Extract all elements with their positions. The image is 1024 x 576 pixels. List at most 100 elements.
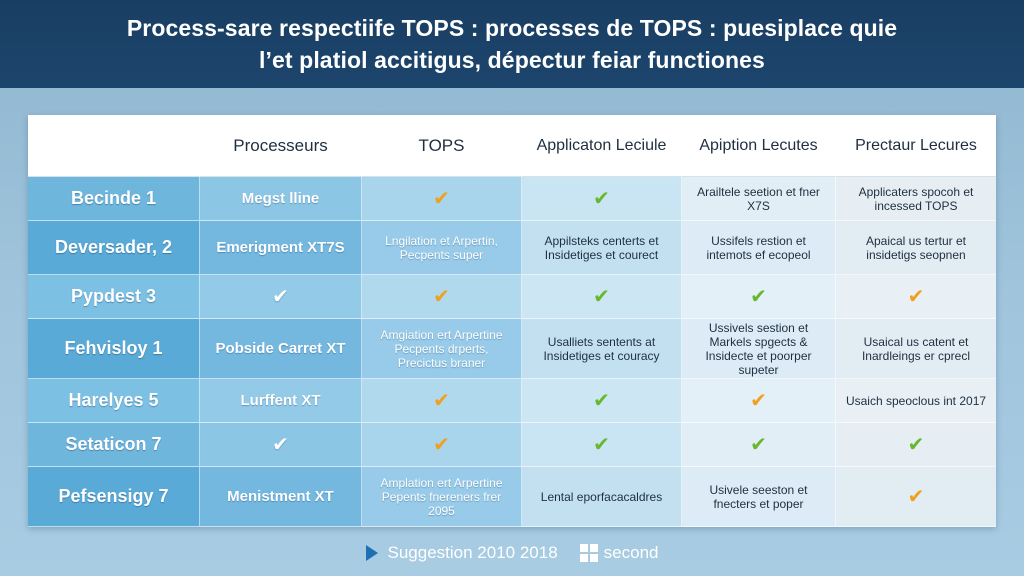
cell-text: Lngilation et Arpertin, Pecpents super xyxy=(385,233,498,262)
table-cell: Megst lline xyxy=(200,177,362,221)
table-cell: Lngilation et Arpertin, Pecpents super xyxy=(362,221,522,275)
cell-text: Applicaters spocoh et incessed TOPS xyxy=(858,184,974,213)
table-cell: ✔ xyxy=(522,177,682,221)
title-line-1: Process-sare respectiife TOPS : processe… xyxy=(126,15,898,41)
table-cell: Applicaters spocoh et incessed TOPS xyxy=(836,177,996,221)
check-white-icon: ✔ xyxy=(272,433,289,456)
table-cell: ✔ xyxy=(522,379,682,423)
row-label: Becinde 1 xyxy=(28,177,200,221)
footer-right-text: second xyxy=(603,543,659,562)
row-label: Harelyes 5 xyxy=(28,379,200,423)
table-row: Pefsensigy 7 Menistment XT Amplation ert A… xyxy=(28,467,996,527)
table-cell: Menistment XT xyxy=(200,467,362,527)
table-cell: ✔ xyxy=(682,379,836,423)
table-cell: ✔ xyxy=(362,423,522,467)
check-green-icon: ✔ xyxy=(593,433,610,456)
table-cell: Usaical us catent et Inardleings er cpre… xyxy=(836,319,996,379)
table-cell: Amgiation ert Arpertine Pecpents drperts… xyxy=(362,319,522,379)
check-green-icon: ✔ xyxy=(593,285,610,308)
table-cell: ✔ xyxy=(522,423,682,467)
table-row: Pypdest 3 ✔ ✔ ✔ ✔ ✔ xyxy=(28,275,996,319)
table-cell: Usaich speoclous int 2017 xyxy=(836,379,996,423)
windows-logo-icon xyxy=(579,544,598,562)
table-row: Harelyes 5 Lurffent XT ✔ ✔ ✔ Usaich speoclous… xyxy=(28,379,996,423)
row-label: Pefsensigy 7 xyxy=(28,467,200,527)
cell-text: Usalliets sentents at Insidetiges et cou… xyxy=(543,334,660,363)
header-cell-application: Applicaton Leciule xyxy=(522,115,682,177)
table-header-row: Processeurs TOPS Applicaton Leciule Apip… xyxy=(28,115,996,177)
table-cell: Lurffent XT xyxy=(200,379,362,423)
table-cell: ✔ xyxy=(836,423,996,467)
title-line-2: l’et platiol accitigus, dépectur feiar f… xyxy=(259,47,765,73)
header-cell-tops: TOPS xyxy=(362,115,522,177)
row-label: Pypdest 3 xyxy=(28,275,200,319)
cell-text: Pobside Carret XT xyxy=(215,340,346,357)
table-cell: Usalliets sentents at Insidetiges et cou… xyxy=(522,319,682,379)
table-cell: ✔ xyxy=(836,467,996,527)
title-banner: Process-sare respectiife TOPS : processe… xyxy=(0,0,1024,88)
table-cell: Arailtele seetion et fner X7S xyxy=(682,177,836,221)
cell-text: Apaical us tertur et insidetigs seopnen xyxy=(865,233,967,262)
table-cell: Amplation ert Arpertine Pepents fnerener… xyxy=(362,467,522,527)
cell-text: Amgiation ert Arpertine Pecpents drperts… xyxy=(380,327,503,370)
table-row: Fehvisloy 1 Pobside Carret XT Amgiation er… xyxy=(28,319,996,379)
row-label: Fehvisloy 1 xyxy=(28,319,200,379)
row-label: Setaticon 7 xyxy=(28,423,200,467)
table-cell: Ussivels sestion et Markels spgects & In… xyxy=(682,319,836,379)
table-cell: Pobside Carret XT xyxy=(200,319,362,379)
header-cell-prectaur: Prectaur Lecures xyxy=(836,115,996,177)
table-cell: ✔ xyxy=(362,379,522,423)
check-green-icon: ✔ xyxy=(907,433,925,456)
table-cell: ✔ xyxy=(200,423,362,467)
check-orange-icon: ✔ xyxy=(433,433,450,456)
table-cell: Ussifels restion et intemots ef ecopeol xyxy=(682,221,836,275)
cell-text: Emerigment XT7S xyxy=(216,239,345,256)
check-orange-icon: ✔ xyxy=(433,389,450,412)
cell-text: Megst lline xyxy=(241,190,320,207)
check-green-icon: ✔ xyxy=(593,187,610,210)
header-cell-blank xyxy=(28,115,200,177)
table-cell: ✔ xyxy=(200,275,362,319)
check-green-icon: ✔ xyxy=(750,285,767,308)
cell-text: Ussivels sestion et Markels spgects & In… xyxy=(705,320,812,377)
cell-text: Lental eporfacacaldres xyxy=(540,489,663,504)
play-logo-icon xyxy=(365,545,378,561)
cell-text: Appilsteks centerts et Insidetiges et co… xyxy=(544,233,659,262)
cell-text: Lurffent XT xyxy=(240,392,321,409)
cell-text: Arailtele seetion et fner X7S xyxy=(697,184,820,213)
table-cell: ✔ xyxy=(682,423,836,467)
table-cell: Appilsteks centerts et Insidetiges et co… xyxy=(522,221,682,275)
footer-left-text: Suggestion 2010 2018 xyxy=(387,543,558,562)
check-orange-icon: ✔ xyxy=(750,389,767,412)
table-cell: Usivele seeston et fnecters et poper xyxy=(682,467,836,527)
table-cell: Emerigment XT7S xyxy=(200,221,362,275)
table-cell: ✔ xyxy=(362,177,522,221)
table-cell: Lental eporfacacaldres xyxy=(522,467,682,527)
check-orange-icon: ✔ xyxy=(433,285,450,308)
check-orange-icon: ✔ xyxy=(907,285,925,308)
table-cell: ✔ xyxy=(836,275,996,319)
cell-text: Amplation ert Arpertine Pepents fnerener… xyxy=(380,475,503,518)
header-cell-processeurs: Processeurs xyxy=(200,115,362,177)
cell-text: Usaical us catent et Inardleings er cpre… xyxy=(861,334,971,363)
check-green-icon: ✔ xyxy=(750,433,767,456)
check-orange-icon: ✔ xyxy=(907,485,925,508)
table-row: Becinde 1 Megst lline ✔ ✔ Arailtele seetion … xyxy=(28,177,996,221)
table-cell: ✔ xyxy=(362,275,522,319)
cell-text: Usivele seeston et fnecters et poper xyxy=(709,482,808,511)
header-cell-apiption: Apiption Lecutes xyxy=(682,115,836,177)
cell-text: Ussifels restion et intemots ef ecopeol xyxy=(706,233,811,262)
table-cell: Apaical us tertur et insidetigs seopnen xyxy=(836,221,996,275)
row-label: Deversader, 2 xyxy=(28,221,200,275)
cell-text: Usaich speoclous int 2017 xyxy=(845,393,987,408)
table-cell: ✔ xyxy=(522,275,682,319)
check-white-icon: ✔ xyxy=(272,285,289,308)
footer: Suggestion 2010 2018 second xyxy=(0,536,1024,570)
cell-text: Menistment XT xyxy=(227,488,334,505)
check-orange-icon: ✔ xyxy=(433,187,450,210)
comparison-table: Processeurs TOPS Applicaton Leciule Apip… xyxy=(28,115,996,527)
table-cell: ✔ xyxy=(682,275,836,319)
table-row: Setaticon 7 ✔ ✔ ✔ ✔ ✔ xyxy=(28,423,996,467)
table-row: Deversader, 2 Emerigment XT7S Lngilation e… xyxy=(28,221,996,275)
check-green-icon: ✔ xyxy=(593,389,610,412)
